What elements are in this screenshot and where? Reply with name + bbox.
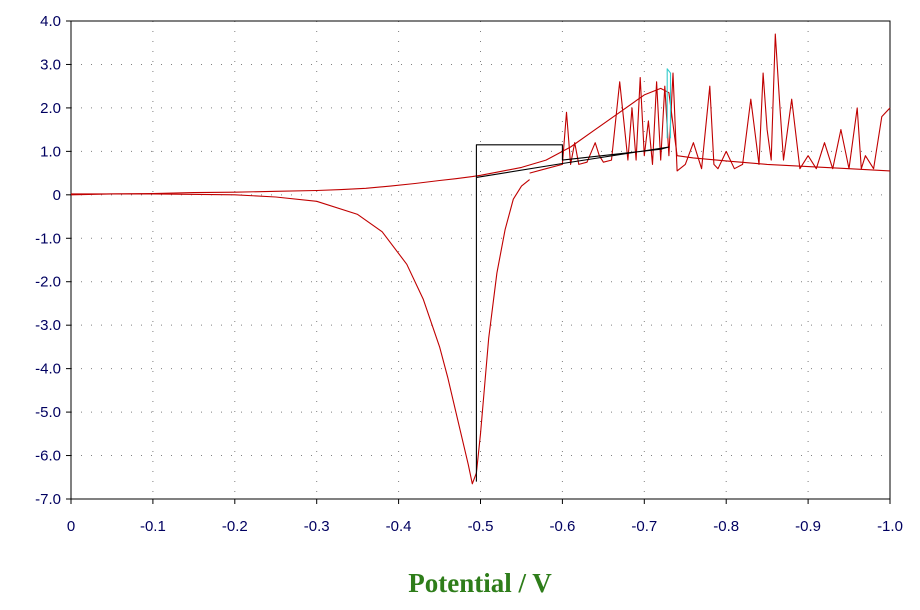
y-tick-label: 0 [53, 187, 61, 204]
plot-frame [70, 20, 891, 500]
x-tick-label: -0.9 [795, 518, 821, 535]
x-tick-label: -0.8 [713, 518, 739, 535]
y-tick-label: -7.0 [35, 491, 61, 508]
data-series [70, 33, 891, 485]
x-tick-label: -0.1 [140, 518, 166, 535]
y-tick-label: -6.0 [35, 448, 61, 465]
x-tick-label: -0.4 [386, 518, 412, 535]
x-axis-ticks: 0 -0.1 -0.2 -0.3 -0.4 -0.5 -0.6 -0.7 -0.8 -0.9 -1.… [67, 499, 903, 535]
y-tick-label: 4.0 [40, 13, 61, 30]
y-axis-ticks: 4.0 3.0 2.0 1.0 0 -1.0 -2.0 -3.0 -4.0 -5.0 -6.0 -7.… [35, 13, 71, 508]
x-tick-label: -0.7 [631, 518, 657, 535]
y-tick-label: 1.0 [40, 143, 61, 160]
y-tick-label: -5.0 [35, 404, 61, 421]
y-tick-label: 3.0 [40, 56, 61, 73]
x-tick-label: -0.2 [222, 518, 248, 535]
x-axis-label: Potential / V [408, 568, 552, 598]
y-tick-label: -4.0 [35, 361, 61, 378]
x-tick-label: 0 [67, 518, 75, 535]
series-line-4 [475, 144, 670, 482]
series-line-5 [666, 68, 672, 139]
x-tick-label: -0.6 [549, 518, 575, 535]
y-tick-label: -3.0 [35, 317, 61, 334]
y-tick-label: -1.0 [35, 230, 61, 247]
series-line-2 [71, 179, 530, 485]
y-tick-label: -2.0 [35, 274, 61, 291]
y-tick-label: 2.0 [40, 100, 61, 117]
x-tick-label: -0.5 [468, 518, 494, 535]
grid-lines [71, 21, 890, 499]
x-tick-label: -1.0 [877, 518, 903, 535]
series-line-1 [70, 87, 891, 196]
x-tick-label: -0.3 [304, 518, 330, 535]
series-line-3 [529, 33, 891, 174]
